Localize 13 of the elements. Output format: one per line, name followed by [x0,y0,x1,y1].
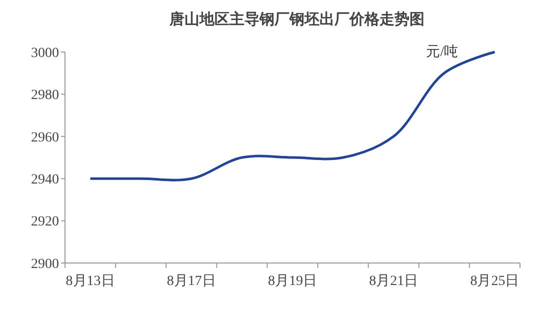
x-tick-label: 8月25日 [470,274,520,289]
x-tick-label: 8月21日 [369,274,418,289]
y-axis-title: 元/吨 [426,44,458,60]
y-tick-label: 2940 [31,172,59,188]
x-tick-label: 8月13日 [66,274,115,289]
y-tick-label: 2900 [31,256,59,272]
y-tick-label: 2980 [31,88,59,104]
chart-title: 唐山地区主导钢厂钢坯出厂价格走势图 [168,10,424,28]
x-tick-label: 8月19日 [268,274,317,289]
y-tick-label: 2960 [31,130,59,146]
y-tick-label: 2920 [31,214,59,230]
x-tick-label: 8月17日 [166,274,216,289]
y-tick-label: 3000 [31,46,59,61]
